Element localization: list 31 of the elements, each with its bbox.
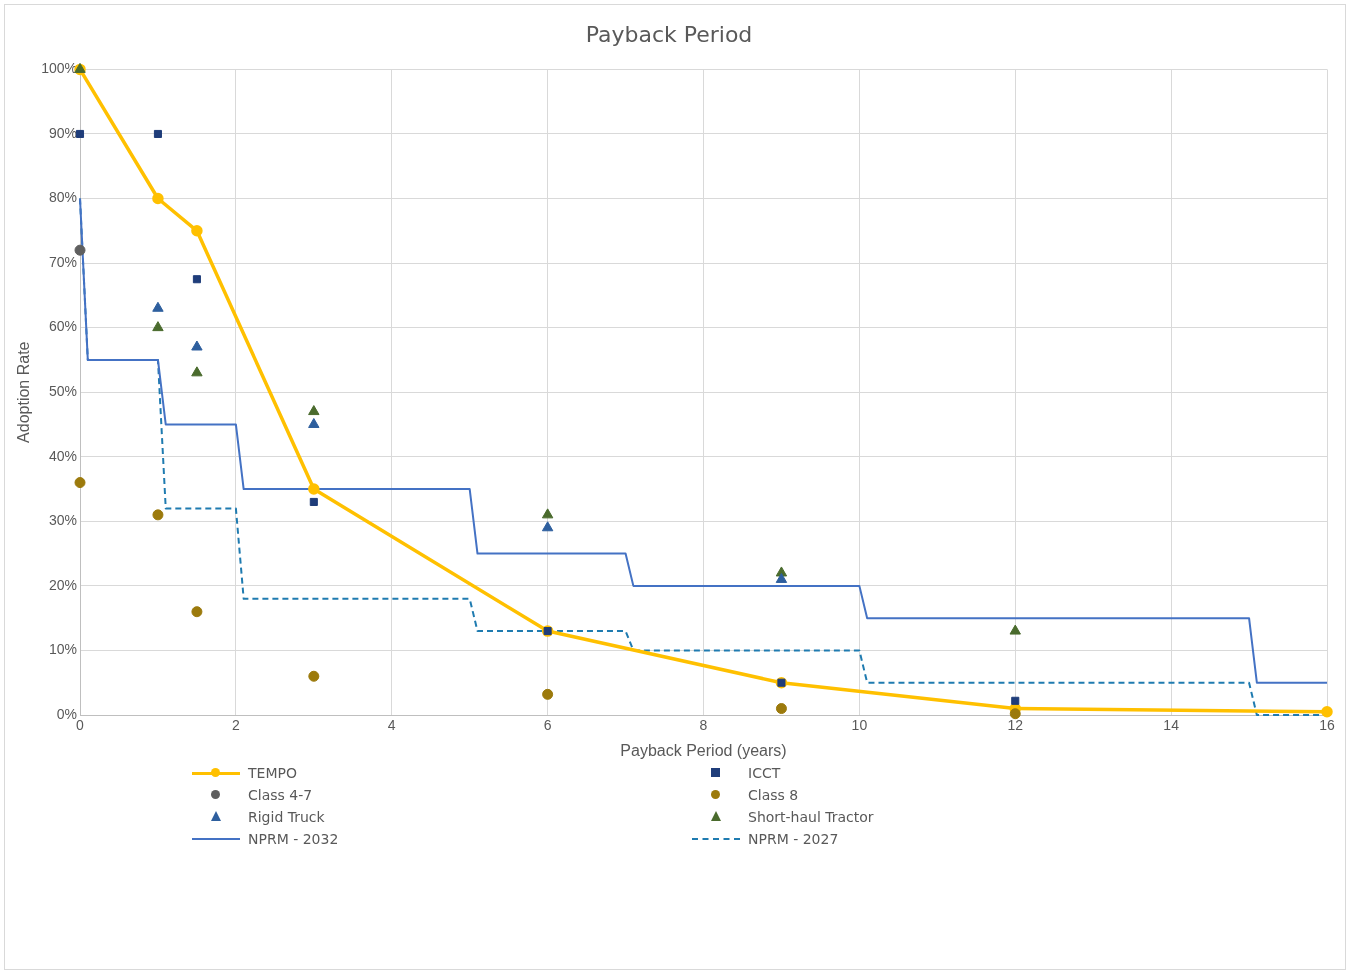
x-tick-label: 12 xyxy=(1007,717,1024,734)
x-tick-label: 4 xyxy=(387,717,396,734)
legend-label: NPRM - 2032 xyxy=(248,831,339,847)
y-tick-label: 0% xyxy=(56,705,78,722)
y-tick-label: 60% xyxy=(48,318,78,335)
legend-label: Class 4-7 xyxy=(248,787,313,803)
x-tick-label: 14 xyxy=(1163,717,1180,734)
y-axis-title: Adoption Rate xyxy=(15,341,33,443)
chart-title: Payback Period xyxy=(585,21,753,47)
legend-label: Class 8 xyxy=(748,787,799,803)
y-tick-label: 20% xyxy=(48,576,78,593)
y-tick-label: 90% xyxy=(48,124,78,141)
legend-label: NPRM - 2027 xyxy=(748,831,839,847)
x-tick-label: 10 xyxy=(851,717,868,734)
legend-label: Rigid Truck xyxy=(248,809,325,825)
legend-label: Short-haul Tractor xyxy=(748,809,874,825)
x-tick-label: 16 xyxy=(1319,717,1335,734)
legend-label: ICCT xyxy=(748,765,781,781)
y-tick-label: 40% xyxy=(48,447,78,464)
y-tick-label: 50% xyxy=(48,383,78,400)
x-tick-label: 8 xyxy=(699,717,708,734)
legend-label: TEMPO xyxy=(248,765,297,781)
y-tick-label: 100% xyxy=(41,60,78,77)
y-tick-label: 80% xyxy=(48,189,78,206)
x-tick-label: 2 xyxy=(231,717,240,734)
y-tick-label: 10% xyxy=(48,641,78,658)
x-axis-title: Payback Period (years) xyxy=(620,741,787,759)
x-tick-label: 6 xyxy=(543,717,552,734)
y-tick-label: 70% xyxy=(48,253,78,270)
x-tick-label: 0 xyxy=(76,717,85,734)
y-tick-label: 30% xyxy=(48,512,78,529)
